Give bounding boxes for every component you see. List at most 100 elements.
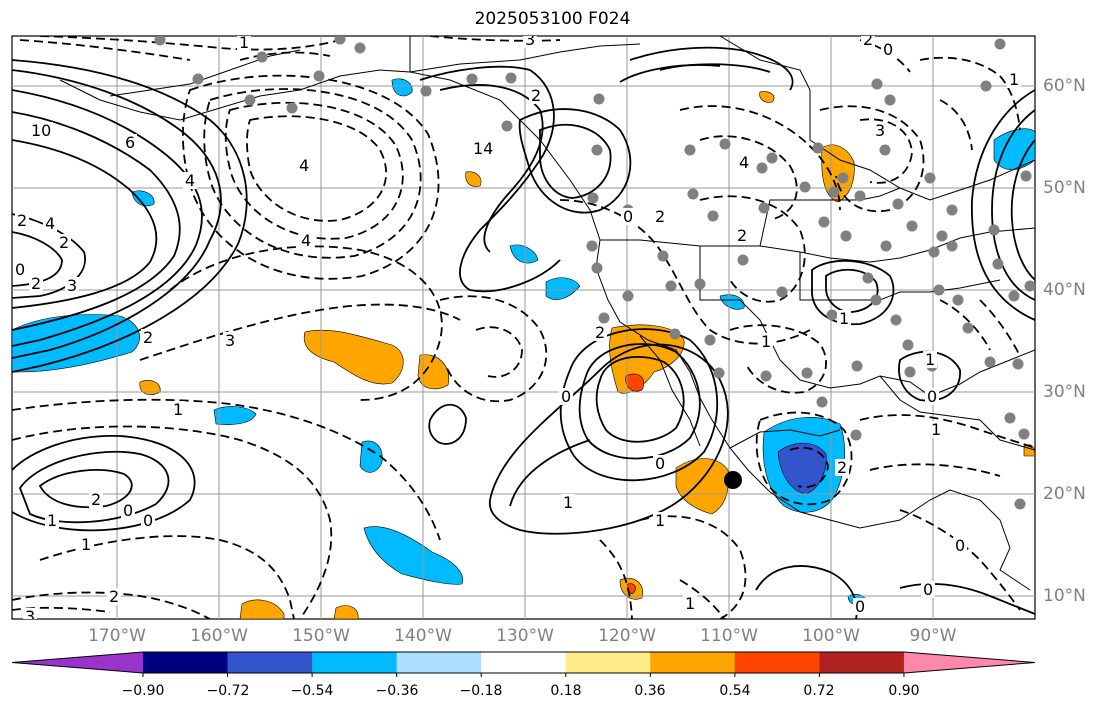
lat-label: 20°N	[1043, 484, 1086, 504]
shaded-anomaly-regions	[12, 78, 1035, 619]
contour-label-bg	[1007, 71, 1021, 88]
contour-label-bg	[653, 512, 667, 529]
negative-region	[131, 190, 155, 207]
contour-label-bg	[471, 140, 495, 157]
contour-label: 1	[47, 511, 57, 530]
lon-label: 100°W	[802, 626, 860, 646]
contour-label: 1	[173, 400, 183, 419]
lon-label: 150°W	[292, 626, 350, 646]
colorbar-tick-label: 0.18	[550, 683, 582, 699]
positive-region	[333, 605, 359, 619]
colorbar-tick-label: −0.54	[290, 683, 334, 699]
contour-label-bg	[653, 208, 667, 225]
contour-label: 3	[225, 331, 235, 350]
contour-label: 2	[17, 211, 27, 230]
lon-label: 160°W	[190, 626, 248, 646]
contour-label: 6	[125, 133, 135, 152]
graticule	[12, 36, 1035, 619]
contour-label: 4	[299, 156, 309, 175]
contour-label: 2	[531, 86, 541, 105]
map-title: 2025053100 F024	[474, 9, 631, 29]
contour-label-bg	[15, 212, 29, 229]
contour-label: 1	[563, 493, 573, 512]
contour-label: 0	[143, 511, 153, 530]
contour-label-bg	[141, 512, 155, 529]
contour-label: 2	[863, 30, 873, 49]
contour-label-bg	[621, 208, 635, 225]
contour-label: 14	[473, 139, 493, 158]
contour-label: 1	[81, 535, 91, 554]
contour-label: 0	[955, 536, 965, 555]
lon-label: 110°W	[700, 626, 758, 646]
contour-label-bg	[123, 134, 137, 151]
contour-label-bg	[559, 388, 573, 405]
colorbar-tick-label: 0.72	[803, 683, 835, 699]
contour-label: 0	[855, 597, 865, 616]
contour-label-bg	[297, 157, 311, 174]
colorbar-bin	[227, 652, 313, 673]
station-dots	[154, 36, 1035, 510]
black-marker	[724, 471, 742, 489]
contour-label: 4	[739, 153, 749, 172]
negative-region	[359, 440, 383, 473]
lon-label: 120°W	[598, 626, 656, 646]
contour-label: 2	[59, 233, 69, 252]
contour-label-bg	[299, 232, 313, 249]
contour-label-bg	[925, 388, 939, 405]
contour-label-bg	[121, 502, 135, 519]
lat-label: 40°N	[1043, 280, 1086, 300]
contour-label: 0	[561, 387, 571, 406]
contour-label-bg	[43, 215, 57, 232]
contour-label-bg	[107, 588, 121, 605]
contour-label: 1	[761, 332, 771, 351]
contour-label: 0	[123, 501, 133, 520]
contour-label: 4	[185, 171, 195, 190]
contour-label: 3	[525, 30, 535, 49]
contour-label-bg	[653, 455, 667, 472]
negative-region	[719, 294, 745, 310]
coastlines	[59, 36, 1035, 591]
contour-label: 2	[143, 328, 153, 347]
colorbar-bin	[565, 652, 651, 673]
contour-label: 2	[655, 207, 665, 226]
contour-label: 10	[31, 121, 51, 140]
contour-label: 1	[839, 309, 849, 328]
colorbar-extend-low	[12, 652, 143, 673]
colorbar-tick-label: −0.72	[206, 683, 250, 699]
contour-label: 3	[67, 276, 77, 295]
contour-label-bg	[853, 598, 867, 615]
contour-label: 1	[685, 594, 695, 613]
contour-label-bg	[29, 275, 43, 292]
contour-label: 0	[623, 207, 633, 226]
colorbar-tick-label: 0.54	[719, 683, 751, 699]
lon-label: 170°W	[88, 626, 146, 646]
negative-region	[509, 244, 539, 264]
positive-region	[465, 171, 482, 187]
contour-label: 1	[925, 350, 935, 369]
contour-label-bg	[835, 459, 849, 476]
contour-label: 1	[931, 420, 941, 439]
contour-label-bg	[79, 536, 93, 553]
colorbar-bin	[143, 652, 229, 673]
contour-label: 4	[301, 231, 311, 250]
contour-label: 0	[15, 260, 25, 279]
contour-label: 2	[737, 226, 747, 245]
contour-label: 0	[883, 40, 893, 59]
lat-label: 50°N	[1043, 178, 1086, 198]
contour-label-bg	[23, 608, 37, 619]
lon-label: 90°W	[909, 626, 957, 646]
lat-label: 10°N	[1043, 586, 1086, 606]
colorbar-bin	[819, 652, 905, 673]
contour-label: 1	[239, 33, 249, 52]
negative-region	[391, 78, 413, 97]
contour-label: 1	[1009, 70, 1019, 89]
colorbar	[11, 651, 1036, 677]
contour-label: 3	[875, 121, 885, 140]
contour-label-bg	[735, 227, 749, 244]
colorbar-tick-label: 0.90	[888, 683, 920, 699]
contour-label-bg	[759, 333, 773, 350]
contour-label-bg	[923, 351, 937, 368]
contour-label-bg	[561, 494, 575, 511]
